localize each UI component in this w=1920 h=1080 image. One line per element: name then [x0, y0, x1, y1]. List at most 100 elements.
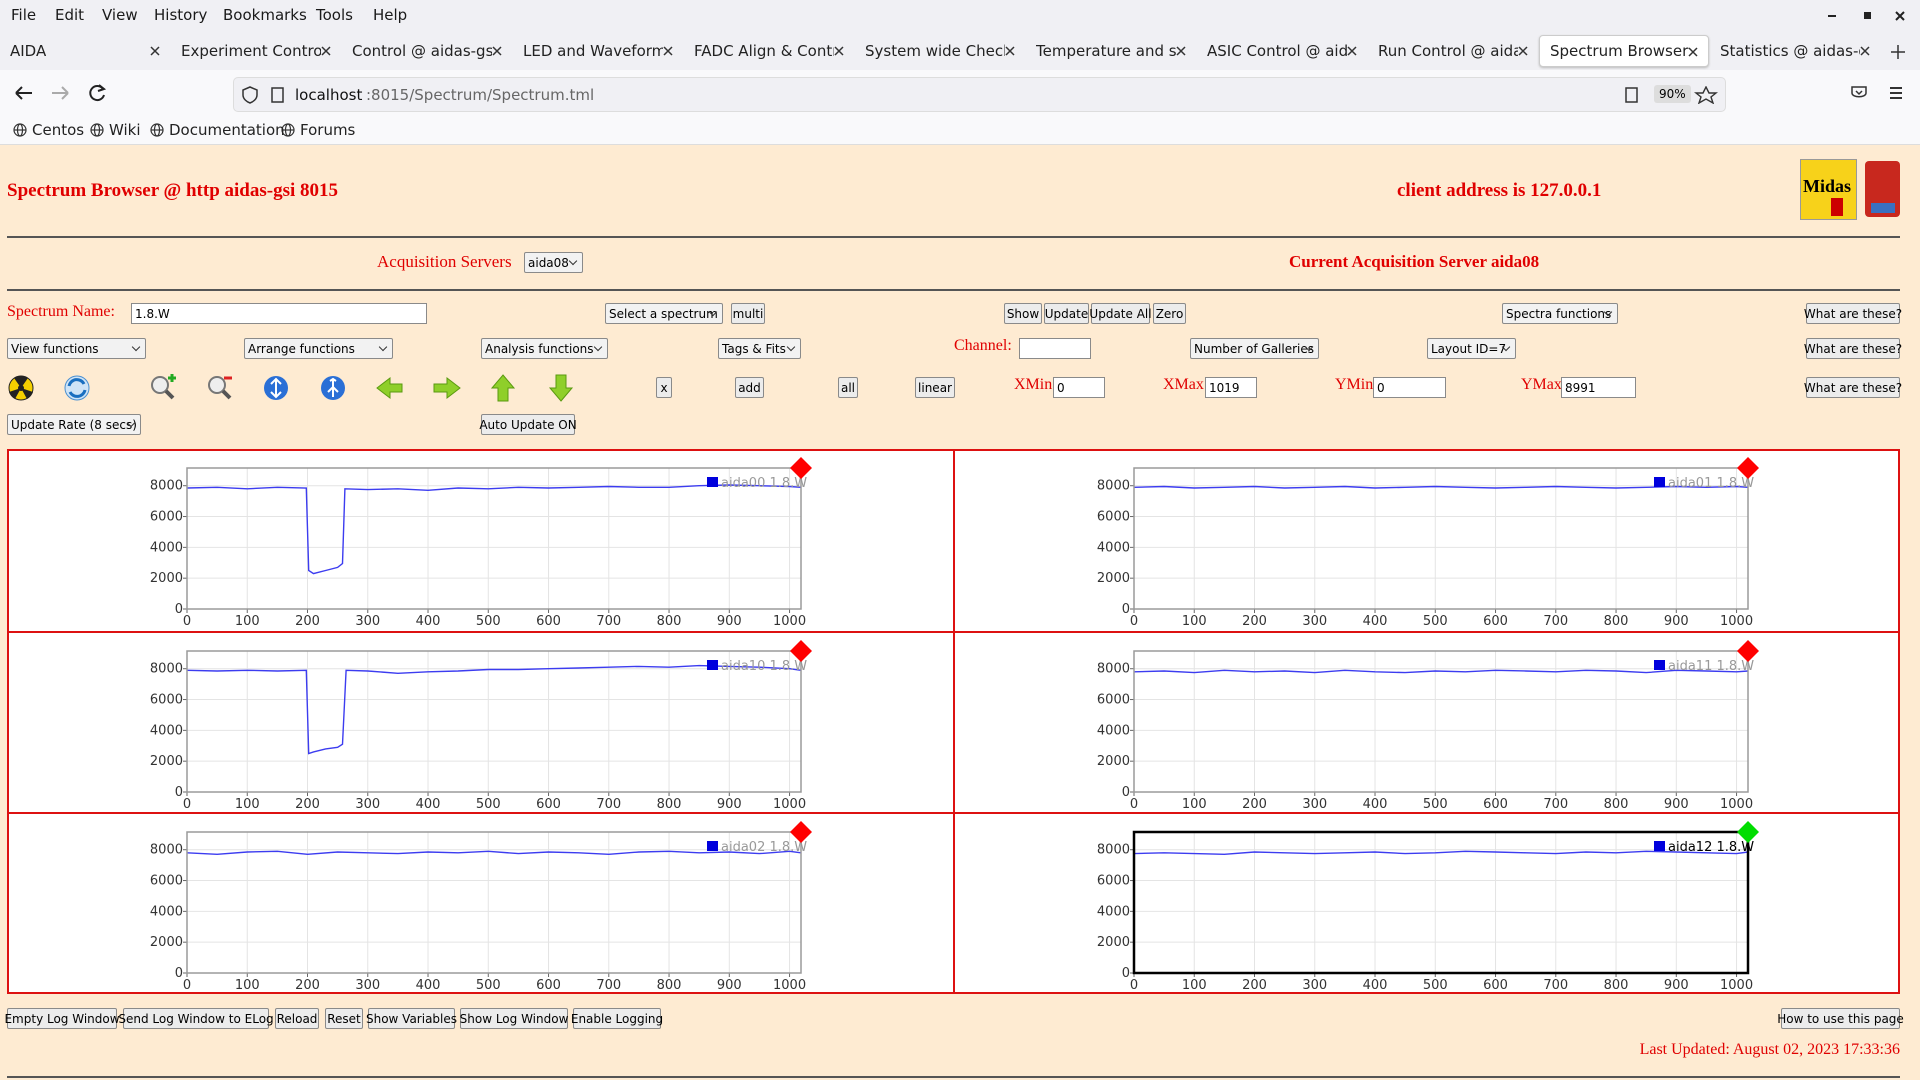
zoom-level[interactable]: 90%: [1654, 85, 1691, 103]
footer-button[interactable]: Send Log Window to ELog: [118, 1008, 274, 1029]
footer-button[interactable]: Empty Log Window: [4, 1008, 120, 1029]
footer-button[interactable]: Show Log Window: [460, 1008, 568, 1029]
tab-close[interactable]: [1347, 41, 1357, 61]
tab-close[interactable]: [150, 41, 160, 61]
button[interactable]: Zero: [1153, 303, 1186, 324]
menu-item[interactable]: Bookmarks: [223, 6, 307, 24]
footer-button[interactable]: Enable Logging: [571, 1008, 663, 1029]
button[interactable]: x: [656, 377, 672, 398]
menu-item[interactable]: History: [154, 6, 208, 24]
arrange-functions[interactable]: Arrange functions: [244, 338, 393, 359]
tab[interactable]: Run Control @ aidas: [1368, 35, 1538, 67]
view-functions[interactable]: View functions: [7, 338, 146, 359]
bookmark[interactable]: Forums: [300, 121, 356, 139]
footer-button[interactable]: Reset: [325, 1008, 363, 1029]
y-tick-label: 4000: [1097, 723, 1130, 738]
icon-reset[interactable]: [8, 375, 34, 401]
auto-update[interactable]: Auto Update ON: [479, 414, 577, 435]
tab[interactable]: Experiment Control @: [171, 35, 341, 67]
channel-input[interactable]: [1019, 338, 1091, 359]
icon-shrink[interactable]: [321, 376, 345, 400]
footer-button[interactable]: Reload: [275, 1008, 319, 1029]
ymax-input[interactable]: 8991: [1561, 377, 1636, 398]
tab[interactable]: Temperature and sta: [1026, 35, 1196, 67]
update-rate[interactable]: Update Rate (8 secs): [7, 414, 141, 435]
tab-close[interactable]: [1518, 41, 1528, 61]
button[interactable]: multi: [731, 303, 765, 324]
acq-select[interactable]: aida08: [524, 252, 583, 273]
tab-close[interactable]: [834, 41, 844, 61]
menu-item[interactable]: File: [11, 6, 37, 24]
button[interactable]: all: [838, 377, 858, 398]
help-button[interactable]: What are these?: [1804, 377, 1902, 398]
spectrum-input[interactable]: 1.8.W: [131, 303, 427, 324]
bookmark[interactable]: Centos: [32, 121, 85, 139]
menu-item[interactable]: View: [102, 6, 138, 24]
xmin-input[interactable]: 0: [1053, 377, 1105, 398]
icon-refresh[interactable]: [64, 375, 90, 401]
x-tick-label: 0: [1130, 978, 1138, 993]
icon-zoom-out[interactable]: [208, 376, 232, 400]
tab-title: Temperature and sta: [1036, 42, 1176, 60]
menu-item[interactable]: Edit: [55, 6, 85, 24]
tab-close[interactable]: [321, 41, 331, 61]
ymin-input[interactable]: 0: [1373, 377, 1446, 398]
x-tick-label: 300: [1302, 614, 1327, 629]
tab[interactable]: Spectrum Browser @: [1539, 35, 1709, 67]
icon-down[interactable]: [548, 374, 574, 402]
analysis-functions[interactable]: Analysis functions: [481, 338, 608, 359]
tab-close[interactable]: [1176, 41, 1186, 61]
button[interactable]: linear: [915, 377, 955, 398]
xmax-input[interactable]: 1019: [1205, 377, 1257, 398]
toolbar-icons[interactable]: [1848, 83, 1908, 103]
menu-item[interactable]: Tools: [316, 6, 353, 24]
menu-item[interactable]: Help: [373, 6, 408, 24]
window-controls[interactable]: [1820, 6, 1916, 26]
bookmark-icons: [13, 123, 295, 137]
nav-buttons[interactable]: [10, 81, 110, 105]
layout-select[interactable]: Layout ID=7: [1427, 338, 1516, 359]
icon-up[interactable]: [490, 374, 516, 402]
tab-close[interactable]: [663, 41, 673, 61]
url-actions[interactable]: [1624, 86, 1724, 104]
x-tick-label: 100: [1182, 614, 1207, 629]
plot-frame: [1133, 650, 1749, 793]
tab[interactable]: ASIC Control @ aida: [1197, 35, 1367, 67]
bookmark[interactable]: Wiki: [109, 121, 141, 139]
plot-frame: [186, 831, 802, 974]
button[interactable]: Update: [1044, 303, 1089, 324]
y-tick-label: 8000: [150, 479, 183, 494]
button[interactable]: add: [735, 377, 764, 398]
url-bar[interactable]: localhost :8015/Spectrum/Spectrum.tml 90…: [233, 77, 1726, 112]
spectrum-select[interactable]: Select a spectrum: [605, 303, 723, 324]
tab-title: System wide Checks: [865, 42, 1005, 60]
footer-button[interactable]: Show Variables: [366, 1008, 457, 1029]
galleries-select[interactable]: Number of Galleries: [1190, 338, 1319, 359]
tab[interactable]: FADC Align & Contro: [684, 35, 854, 67]
tab[interactable]: System wide Checks: [855, 35, 1025, 67]
icon-right[interactable]: [433, 376, 461, 400]
new-tab[interactable]: [1890, 44, 1906, 60]
tab-close[interactable]: [492, 41, 502, 61]
tab[interactable]: Control @ aidas-gsi: [342, 35, 512, 67]
nav-bar: localhost :8015/Spectrum/Spectrum.tml 90…: [0, 70, 1920, 116]
help-button[interactable]: How to use this page: [1777, 1008, 1904, 1029]
tab[interactable]: AIDA: [0, 35, 170, 67]
icon-zoom-in[interactable]: [151, 374, 176, 400]
tab-close[interactable]: [1005, 41, 1015, 61]
icon-expand[interactable]: [264, 376, 288, 400]
spectra-functions[interactable]: Spectra functions: [1502, 303, 1618, 324]
help-button[interactable]: What are these?: [1804, 338, 1902, 359]
tab-close[interactable]: [1860, 41, 1870, 61]
tab[interactable]: Statistics @ aidas-gsi: [1710, 35, 1880, 67]
bookmark[interactable]: Documentation: [169, 121, 285, 139]
tab[interactable]: LED and Waveform C: [513, 35, 683, 67]
tool-icons[interactable]: [0, 372, 600, 404]
tags-fits[interactable]: Tags & Fits: [718, 338, 801, 359]
button[interactable]: Update All: [1089, 303, 1152, 324]
tab-close[interactable]: [1688, 42, 1698, 62]
icon-left[interactable]: [376, 376, 403, 400]
x-tick-label: 700: [1543, 978, 1568, 993]
button[interactable]: Show: [1004, 303, 1042, 324]
help-button[interactable]: What are these?: [1804, 303, 1902, 324]
